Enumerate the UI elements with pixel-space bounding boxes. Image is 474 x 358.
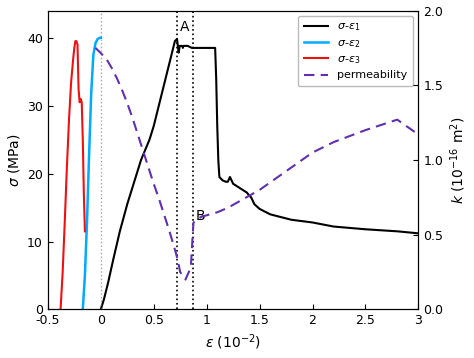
permeability bbox=[246, 194, 252, 198]
permeability bbox=[92, 46, 98, 50]
$\sigma$-$\varepsilon_3$ bbox=[64, 165, 70, 169]
$\sigma$-$\varepsilon_3$ bbox=[72, 46, 77, 50]
permeability bbox=[416, 132, 421, 137]
Line: $\sigma$-$\varepsilon_3$: $\sigma$-$\varepsilon_3$ bbox=[61, 41, 85, 309]
permeability bbox=[109, 65, 114, 69]
$\sigma$-$\varepsilon_2$ bbox=[82, 273, 88, 277]
permeability bbox=[331, 140, 337, 144]
permeability bbox=[267, 180, 273, 185]
$\sigma$-$\varepsilon_1$ bbox=[164, 73, 169, 77]
$\sigma$-$\varepsilon_1$ bbox=[234, 184, 239, 188]
permeability bbox=[114, 76, 119, 80]
$\sigma$-$\varepsilon_3$ bbox=[76, 87, 82, 91]
permeability bbox=[140, 149, 146, 153]
permeability bbox=[151, 182, 156, 186]
permeability bbox=[188, 265, 194, 270]
permeability bbox=[225, 205, 231, 210]
$\sigma$-$\varepsilon_1$ bbox=[416, 231, 421, 236]
$\sigma$-$\varepsilon_2$ bbox=[97, 35, 102, 40]
$\sigma$-$\varepsilon_2$ bbox=[98, 35, 104, 40]
permeability bbox=[167, 229, 173, 234]
$\sigma$-$\varepsilon_3$ bbox=[66, 117, 72, 121]
permeability bbox=[310, 150, 315, 155]
permeability bbox=[199, 215, 204, 219]
permeability bbox=[135, 132, 141, 137]
$\sigma$-$\varepsilon_3$ bbox=[82, 229, 88, 233]
permeability bbox=[363, 128, 368, 132]
$\sigma$-$\varepsilon_2$ bbox=[89, 90, 94, 94]
Line: permeability: permeability bbox=[95, 48, 419, 280]
permeability bbox=[130, 116, 136, 120]
permeability bbox=[146, 165, 151, 170]
$\sigma$-$\varepsilon_3$ bbox=[60, 270, 65, 274]
$\sigma$-$\varepsilon_3$ bbox=[77, 100, 82, 105]
$\sigma$-$\varepsilon_1$ bbox=[98, 307, 104, 311]
Text: A: A bbox=[180, 20, 189, 34]
$\sigma$-$\varepsilon_3$ bbox=[68, 80, 74, 84]
$\sigma$-$\varepsilon_1$ bbox=[223, 180, 228, 184]
permeability bbox=[289, 165, 294, 170]
$\sigma$-$\varepsilon_3$ bbox=[80, 137, 86, 142]
permeability bbox=[177, 270, 183, 274]
permeability bbox=[193, 218, 199, 222]
$\sigma$-$\varepsilon_1$ bbox=[252, 202, 257, 206]
Line: $\sigma$-$\varepsilon_1$: $\sigma$-$\varepsilon_1$ bbox=[101, 39, 419, 309]
$\sigma$-$\varepsilon_3$ bbox=[58, 307, 64, 311]
Legend: $\sigma$-$\varepsilon_1$, $\sigma$-$\varepsilon_2$, $\sigma$-$\varepsilon_3$, pe: $\sigma$-$\varepsilon_1$, $\sigma$-$\var… bbox=[298, 16, 413, 86]
Y-axis label: $\sigma$ (MPa): $\sigma$ (MPa) bbox=[6, 133, 21, 187]
$\sigma$-$\varepsilon_2$ bbox=[84, 219, 90, 223]
permeability bbox=[119, 88, 125, 92]
Line: $\sigma$-$\varepsilon_2$: $\sigma$-$\varepsilon_2$ bbox=[83, 38, 101, 309]
permeability bbox=[103, 56, 109, 61]
$\sigma$-$\varepsilon_3$ bbox=[62, 219, 68, 223]
$\sigma$-$\varepsilon_2$ bbox=[80, 307, 86, 311]
permeability bbox=[204, 213, 210, 217]
$\sigma$-$\varepsilon_3$ bbox=[81, 192, 87, 196]
permeability bbox=[174, 255, 180, 259]
$\sigma$-$\varepsilon_3$ bbox=[74, 42, 80, 47]
permeability bbox=[214, 210, 220, 214]
$\sigma$-$\varepsilon_2$ bbox=[92, 41, 98, 45]
$\sigma$-$\varepsilon_1$ bbox=[168, 56, 173, 60]
permeability bbox=[257, 188, 263, 192]
permeability bbox=[172, 247, 178, 252]
permeability bbox=[236, 200, 241, 204]
$\sigma$-$\varepsilon_3$ bbox=[79, 100, 84, 105]
$\sigma$-$\varepsilon_1$ bbox=[363, 227, 368, 231]
permeability bbox=[191, 221, 196, 225]
$\sigma$-$\varepsilon_1$ bbox=[174, 37, 180, 41]
$\sigma$-$\varepsilon_3$ bbox=[73, 39, 79, 43]
$\sigma$-$\varepsilon_2$ bbox=[86, 151, 92, 155]
X-axis label: $\varepsilon$ $(10^{-2})$: $\varepsilon$ $(10^{-2})$ bbox=[205, 333, 261, 352]
permeability bbox=[156, 197, 162, 201]
permeability bbox=[182, 277, 188, 282]
$\sigma$-$\varepsilon_2$ bbox=[95, 37, 100, 41]
$\sigma$-$\varepsilon_3$ bbox=[71, 56, 76, 60]
permeability bbox=[124, 101, 130, 105]
$\sigma$-$\varepsilon_3$ bbox=[73, 39, 78, 43]
permeability bbox=[162, 213, 167, 217]
permeability bbox=[394, 117, 400, 122]
$\sigma$-$\varepsilon_2$ bbox=[91, 53, 96, 57]
Text: B: B bbox=[196, 209, 206, 223]
$\sigma$-$\varepsilon_3$ bbox=[78, 97, 83, 101]
Y-axis label: $k$ $(10^{-16}\ \mathrm{m}^2)$: $k$ $(10^{-16}\ \mathrm{m}^2)$ bbox=[449, 116, 468, 204]
